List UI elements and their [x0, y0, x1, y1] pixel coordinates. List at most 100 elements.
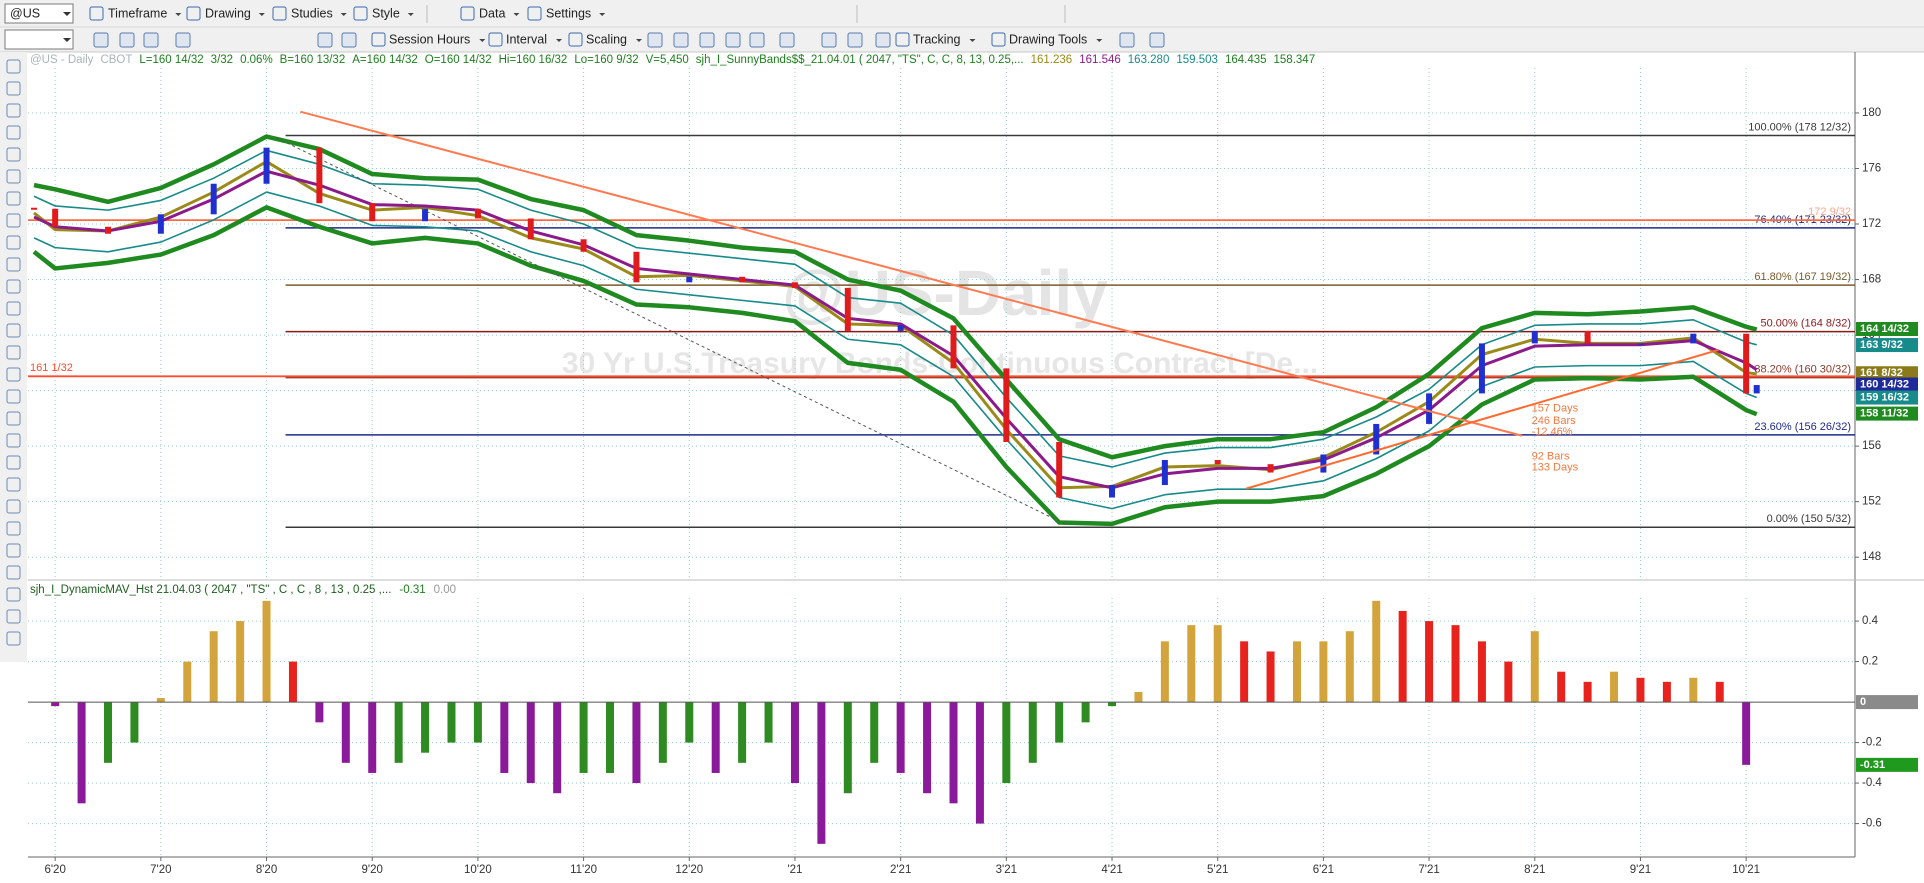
menu-label: Studies [291, 6, 333, 20]
side-tool-icon[interactable] [6, 191, 21, 206]
histogram-bar [1530, 631, 1539, 703]
tool-button[interactable]: Interval [488, 32, 562, 47]
fib-label: 23.60% (156 26/32) [1754, 421, 1851, 433]
side-tool-icon[interactable] [6, 477, 21, 492]
x-tick-label: 5'21 [1207, 864, 1228, 876]
tool-button[interactable]: Tracking [895, 32, 976, 47]
toolbar-icon[interactable] [673, 32, 689, 48]
tool-icon [895, 32, 910, 47]
toolbar-icon[interactable] [119, 32, 135, 48]
candle [1161, 460, 1168, 486]
histogram-bar [104, 702, 113, 763]
side-tool-icon[interactable] [6, 81, 21, 96]
tool-button[interactable]: Scaling [568, 32, 642, 47]
toolbar-icon[interactable] [847, 32, 863, 48]
candle [950, 325, 957, 369]
side-tool-icon[interactable] [6, 235, 21, 250]
side-tool-icon[interactable] [6, 433, 21, 448]
candle [897, 325, 904, 331]
dropdown-arrow [258, 13, 265, 16]
side-tool-icon[interactable] [6, 213, 21, 228]
menu-label: Settings [546, 6, 591, 20]
side-tool-icon[interactable] [6, 103, 21, 118]
side-tool-icon[interactable] [6, 147, 21, 162]
x-tick-label: 10'21 [1732, 864, 1760, 876]
toolbar-icon[interactable] [749, 32, 765, 48]
menu-button[interactable]: Studies [272, 6, 347, 21]
side-tool-icon[interactable] [6, 521, 21, 536]
x-tick-label: '21 [787, 864, 802, 876]
x-tick-label: 2'21 [890, 864, 911, 876]
y-tick-label: -0.2 [1862, 737, 1882, 749]
side-tool-icon[interactable] [6, 587, 21, 602]
side-tool-icon[interactable] [6, 499, 21, 514]
histogram-bar [1108, 702, 1117, 707]
info-item: 0.06% [240, 54, 273, 66]
histogram-bar [1266, 651, 1275, 703]
info-item: Lo=160 9/32 [574, 54, 638, 66]
menu-button[interactable]: Timeframe [89, 6, 182, 21]
tool-button[interactable]: Drawing Tools [991, 32, 1103, 47]
indicator-header: sjh_I_DynamicMAV_Hst 21.04.03 ( 2047 , "… [30, 584, 456, 596]
side-tool-icon[interactable] [6, 411, 21, 426]
interval-box[interactable] [4, 29, 74, 50]
toolbar-icon[interactable] [875, 32, 891, 48]
side-tool-icon[interactable] [6, 59, 21, 74]
histogram-bar [526, 702, 535, 784]
histogram-bar [738, 702, 747, 763]
histogram-bar [1055, 702, 1064, 743]
histogram-bar [156, 698, 165, 703]
tool-button[interactable]: Session Hours [371, 32, 486, 47]
menu-button[interactable]: Drawing [186, 6, 265, 21]
side-tool-icon[interactable] [6, 609, 21, 624]
histogram-bar [1557, 671, 1566, 703]
side-tool-icon[interactable] [6, 631, 21, 646]
side-tool-icon[interactable] [6, 169, 21, 184]
toolbar-icon[interactable] [1149, 32, 1165, 48]
symbol-box[interactable]: @US [4, 3, 74, 24]
side-tool-icon[interactable] [6, 367, 21, 382]
info-item: 164.435 [1225, 54, 1267, 66]
menu-button[interactable]: Style [353, 6, 414, 21]
histogram-bar [500, 702, 509, 773]
y-tick-label: 148 [1862, 551, 1881, 563]
toolbar-icon[interactable] [821, 32, 837, 48]
toolbar-icon[interactable] [725, 32, 741, 48]
candle [527, 218, 534, 240]
side-tool-icon[interactable] [6, 279, 21, 294]
side-tool-icon[interactable] [6, 455, 21, 470]
info-item: Hi=160 16/32 [499, 54, 568, 66]
side-tool-icon[interactable] [6, 257, 21, 272]
toolbar-icon[interactable] [143, 32, 159, 48]
toolbar-icon[interactable] [699, 32, 715, 48]
menu-button[interactable]: Settings [527, 6, 606, 21]
side-tool-icon[interactable] [6, 323, 21, 338]
toolbar-icon[interactable] [647, 32, 663, 48]
histogram-bar [473, 702, 482, 743]
annotation: 246 Bars [1532, 415, 1577, 427]
toolbar-icon[interactable] [779, 32, 795, 48]
toolbar-icon[interactable] [93, 32, 109, 48]
side-tool-icon[interactable] [6, 389, 21, 404]
info-item: O=160 14/32 [425, 54, 492, 66]
side-tool-icon[interactable] [6, 543, 21, 558]
fib-label: 61.80% (167 19/32) [1754, 271, 1851, 283]
histogram-bar [1292, 641, 1301, 703]
price-label-box [1856, 757, 1918, 772]
toolbar-icon[interactable] [341, 32, 357, 48]
band-line [32, 205, 1758, 527]
toolbar-icon[interactable] [1119, 32, 1135, 48]
menu-icon [89, 6, 104, 21]
side-tool-icon[interactable] [6, 301, 21, 316]
histogram-bar [764, 702, 773, 743]
histogram-bar [130, 702, 139, 743]
toolbar-icon[interactable] [175, 32, 191, 48]
candle [1426, 393, 1433, 424]
menu-button[interactable]: Data [460, 6, 520, 21]
dropdown-arrow [407, 13, 414, 16]
side-tool-icon[interactable] [6, 125, 21, 140]
toolbar-icon[interactable] [317, 32, 333, 48]
side-tool-icon[interactable] [6, 565, 21, 580]
side-tool-icon[interactable] [6, 345, 21, 360]
candle [1531, 330, 1538, 344]
